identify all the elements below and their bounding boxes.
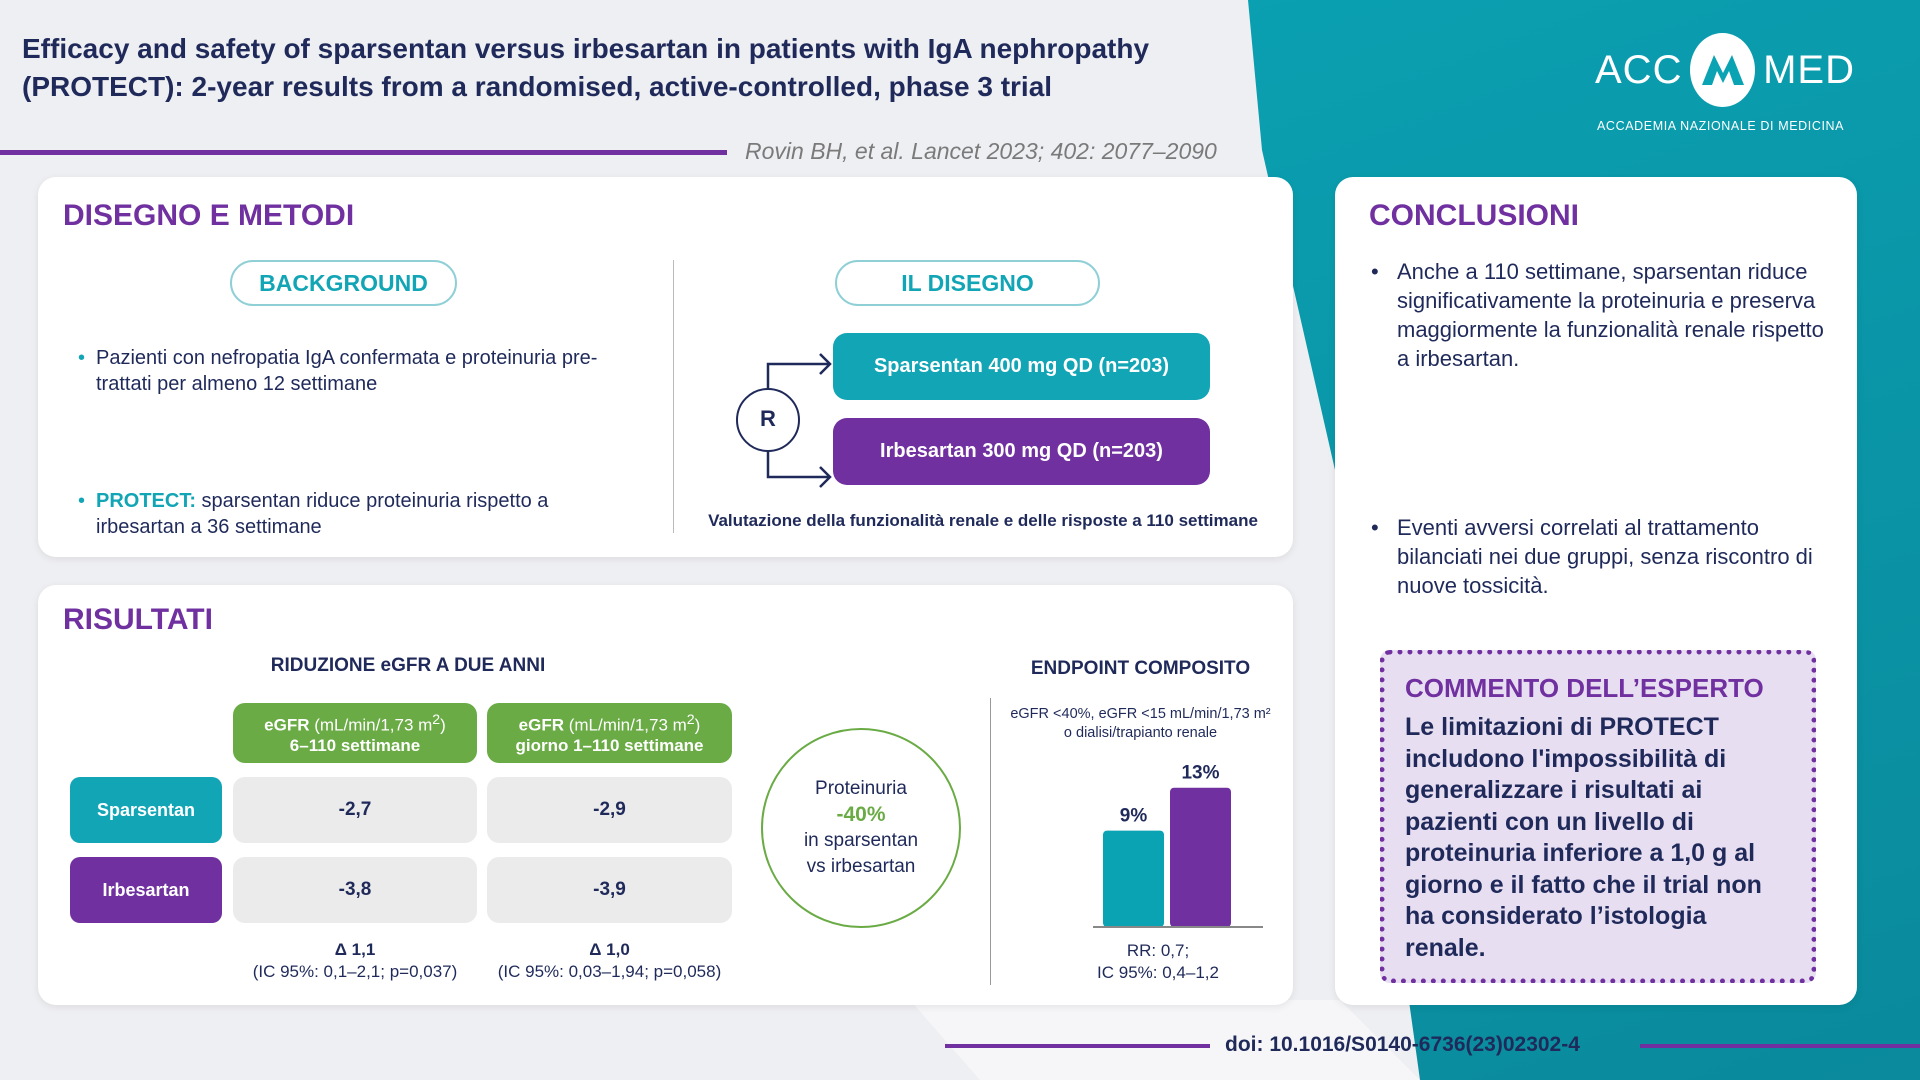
egfr-table-title: RIDUZIONE eGFR A DUE ANNI [270, 655, 546, 676]
expert-comment-box: COMMENTO DELL’ESPERTO Le limitazioni di … [1380, 650, 1816, 983]
background-label: BACKGROUND [230, 260, 457, 306]
delta-ci: (IC 95%: 0,1–2,1; p=0,037) [252, 962, 458, 981]
citation: Rovin BH, et al. Lancet 2023; 402: 2077–… [745, 138, 1217, 164]
footer-line-left [945, 1044, 1210, 1048]
conclusions-title: CONCLUSIONI [1369, 199, 1579, 232]
delta-value: Δ 1,0 [589, 940, 630, 959]
logo-text-left: ACC [1595, 47, 1683, 92]
conclusion-bullet: Anche a 110 settimane, sparsentan riduce… [1369, 257, 1829, 373]
bar-label: 13% [1181, 763, 1219, 784]
row-label-sparsentan: Sparsentan [70, 777, 222, 843]
header-period: giorno 1–110 settimane [515, 735, 704, 755]
chart-footnote: RR: 0,7; IC 95%: 0,4–1,2 [1048, 940, 1268, 984]
header-bold: eGFR [518, 715, 564, 735]
delta-2: Δ 1,0 (IC 95%: 0,03–1,94; p=0,058) [477, 939, 742, 983]
row-label-irbesartan: Irbesartan [70, 857, 222, 923]
results-title: RISULTATI [63, 603, 213, 636]
rr-value: RR: 0,7; [1126, 941, 1190, 960]
randomization-symbol: R [760, 406, 776, 431]
conclusions-card: CONCLUSIONI Anche a 110 settimane, spars… [1335, 177, 1857, 1005]
logo-text-right: MED [1763, 47, 1855, 92]
column-header: eGFR (mL/min/1,73 m2) giorno 1–110 settim… [487, 703, 732, 763]
proteinuria-circle: Proteinuria -40% in sparsentan vs irbesa… [761, 728, 961, 928]
expert-text: Le limitazioni di PROTECT includono l'im… [1405, 713, 1762, 962]
bullet-text: Pazienti con nefropatia IgA confermata e… [96, 347, 598, 395]
header-unit: (mL/min/1,73 m [563, 715, 687, 735]
rr-ci: IC 95%: 0,4–1,2 [1097, 963, 1219, 982]
randomization-arrows-icon [736, 353, 832, 488]
accmed-logo: ACC MED ACCADEMIA NAZIONALE DI MEDICINA [1595, 33, 1855, 133]
table-cell: -3,9 [487, 857, 732, 923]
logo-m-icon [1690, 33, 1756, 107]
chart-divider [990, 698, 991, 985]
table-cell: -3,8 [233, 857, 477, 923]
design-card: DISEGNO E METODI BACKGROUND Pazienti con… [38, 177, 1293, 557]
chart-title: ENDPOINT COMPOSITO [1030, 658, 1251, 679]
table-cell: -2,9 [487, 777, 732, 843]
conclusion-bullet: Eventi avversi correlati al trattamento … [1369, 513, 1829, 600]
delta-1: Δ 1,1 (IC 95%: 0,1–2,1; p=0,037) [223, 939, 487, 983]
title-divider [0, 150, 727, 155]
protect-bullet: PROTECT: sparsentan riduce proteinuria r… [78, 488, 638, 540]
bar-label: 9% [1120, 806, 1148, 827]
chart-subtitle-2: o dialisi/trapianto renale [1063, 725, 1218, 741]
doi[interactable]: doi: 10.1016/S0140-6736(23)02302-4 [1225, 1033, 1580, 1056]
proteinuria-value: -40% [836, 803, 886, 826]
header-unit: (mL/min/1,73 m [309, 715, 433, 735]
bar-sparsentan [1103, 830, 1164, 927]
proteinuria-text: vs irbesartan [806, 856, 916, 877]
composite-endpoint-chart: 9% 13% [1093, 763, 1263, 928]
header-bold: eGFR [264, 715, 310, 735]
header-sup: 2 [432, 712, 441, 729]
design-label: IL DISEGNO [835, 260, 1100, 306]
chart-subtitle: eGFR <40%, eGFR <15 mL/min/1,73 m² o dial… [993, 705, 1288, 743]
proteinuria-text: in sparsentan [803, 830, 919, 851]
header-sup: 2 [686, 712, 695, 729]
page-title: Efficacy and safety of sparsentan versus… [22, 33, 1150, 102]
table-cell: -2,7 [233, 777, 477, 843]
proteinuria-label: Proteinuria [815, 778, 907, 799]
bullet-text: sparsentan riduce proteinuria rispetto a… [96, 490, 549, 538]
bar-irbesartan [1170, 787, 1231, 927]
bullet-lead: PROTECT: [96, 490, 196, 512]
column-header: eGFR (mL/min/1,73 m2) 6–110 settimane [233, 703, 477, 763]
footer-line-right [1640, 1044, 1920, 1048]
logo-subtitle: ACCADEMIA NAZIONALE DI MEDICINA [1597, 119, 1845, 133]
header-period: 6–110 settimane [289, 735, 421, 755]
results-card: RISULTATI RIDUZIONE eGFR A DUE ANNI eGFR… [38, 585, 1293, 1005]
expert-title: COMMENTO DELL’ESPERTO [1405, 673, 1764, 703]
header-close: ) [440, 715, 446, 735]
header-close: ) [694, 715, 701, 735]
delta-ci: (IC 95%: 0,03–1,94; p=0,058) [497, 962, 722, 981]
design-title: DISEGNO E METODI [63, 199, 355, 232]
design-caption: Valutazione della funzionalità renale e … [708, 511, 1258, 530]
chart-subtitle-1: eGFR <40%, eGFR <15 mL/min/1,73 m² [1010, 706, 1271, 722]
background-bullet: Pazienti con nefropatia IgA confermata e… [78, 345, 638, 397]
delta-value: Δ 1,1 [334, 940, 376, 959]
irbesartan-arm: Irbesartan 300 mg QD (n=203) [833, 418, 1210, 485]
vertical-divider [673, 260, 674, 533]
sparsentan-arm: Sparsentan 400 mg QD (n=203) [833, 333, 1210, 400]
